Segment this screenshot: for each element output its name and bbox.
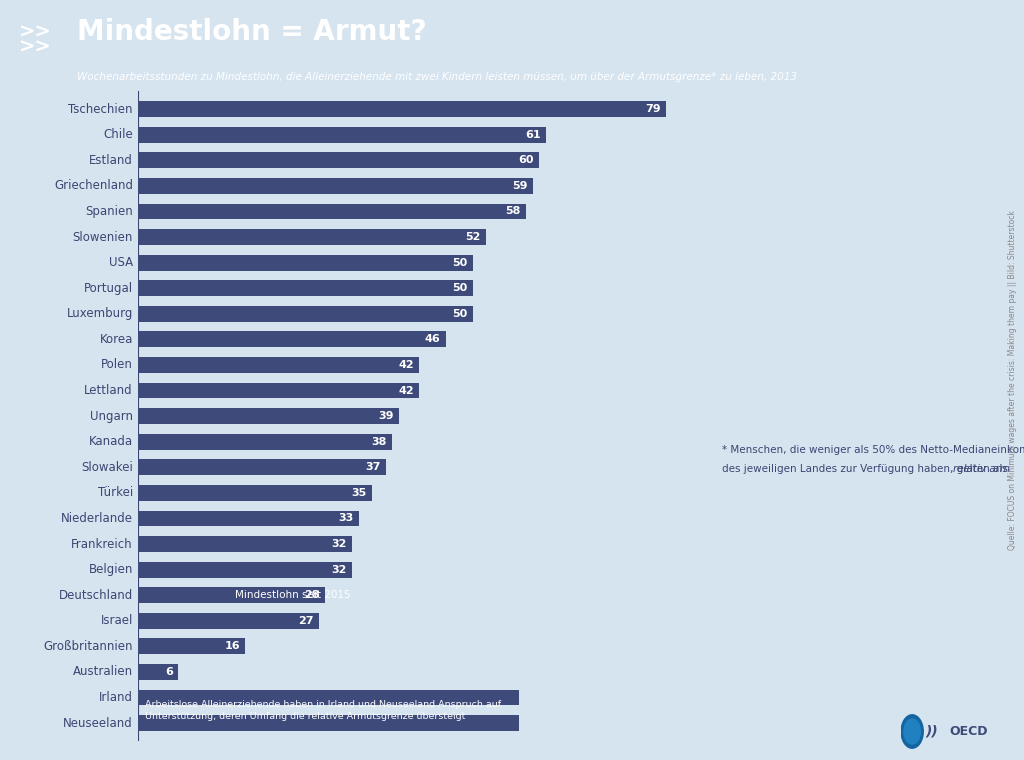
Text: Mindestlohn seit 2015: Mindestlohn seit 2015 [236, 591, 351, 600]
Text: 79: 79 [645, 104, 662, 114]
Text: Arbeitslose Alleinerziehende haben in Irland und Neuseeland Anspruch auf
Unterst: Arbeitslose Alleinerziehende haben in Ir… [145, 699, 501, 721]
Text: * Menschen, die weniger als 50% des Netto-Medianeinkommens: * Menschen, die weniger als 50% des Nett… [722, 445, 1024, 454]
Text: Tschechien: Tschechien [69, 103, 133, 116]
Bar [138, 357, 419, 373]
Bar [138, 536, 352, 552]
Text: Portugal: Portugal [84, 282, 133, 295]
Bar [138, 434, 392, 450]
Text: >>
>>: >> >> [18, 23, 51, 56]
Text: Slowakei: Slowakei [81, 461, 133, 473]
Text: Quelle: FOCUS on Minimum wages after the crisis: Making them pay || Bild: Shutte: Quelle: FOCUS on Minimum wages after the… [1008, 210, 1017, 550]
Text: 46: 46 [425, 334, 440, 344]
Text: 61: 61 [525, 130, 541, 140]
Text: Kanada: Kanada [89, 435, 133, 448]
Text: 32: 32 [332, 539, 347, 549]
Bar [138, 306, 472, 321]
Text: 27: 27 [298, 616, 313, 625]
Bar [138, 152, 540, 168]
Text: 42: 42 [398, 360, 414, 370]
Text: Polen: Polen [101, 359, 133, 372]
Text: Mindestlohn = Armut?: Mindestlohn = Armut? [77, 17, 426, 46]
Text: Türkei: Türkei [97, 486, 133, 499]
Text: des jeweiligen Landes zur Verfügung haben, gelten als: des jeweiligen Landes zur Verfügung habe… [722, 464, 1011, 473]
Text: 50: 50 [452, 309, 467, 318]
Text: Luxemburg: Luxemburg [67, 307, 133, 320]
Text: relativ arm: relativ arm [953, 464, 1011, 473]
Bar [138, 587, 326, 603]
Bar [138, 204, 526, 220]
Circle shape [904, 719, 921, 744]
Bar [138, 178, 532, 194]
Bar [138, 255, 472, 271]
Text: Slowenien: Slowenien [73, 230, 133, 243]
Bar [138, 689, 519, 705]
Text: Niederlande: Niederlande [60, 512, 133, 525]
Text: Neuseeland: Neuseeland [63, 717, 133, 730]
Bar [138, 280, 472, 296]
Text: 39: 39 [378, 411, 393, 421]
Text: Griechenland: Griechenland [54, 179, 133, 192]
Text: 28: 28 [304, 591, 321, 600]
Bar [138, 715, 519, 731]
Text: Korea: Korea [99, 333, 133, 346]
Bar [138, 485, 373, 501]
Text: 52: 52 [465, 232, 480, 242]
Text: 60: 60 [518, 155, 535, 165]
Bar [138, 127, 546, 143]
Text: 32: 32 [332, 565, 347, 575]
Bar [138, 331, 445, 347]
Text: Australien: Australien [73, 666, 133, 679]
Text: 50: 50 [452, 283, 467, 293]
Text: 42: 42 [398, 385, 414, 395]
Text: Chile: Chile [103, 128, 133, 141]
Circle shape [901, 714, 924, 748]
Text: 58: 58 [505, 207, 520, 217]
Text: Irland: Irland [99, 691, 133, 704]
Text: 50: 50 [452, 258, 467, 268]
Text: Deutschland: Deutschland [58, 589, 133, 602]
Bar [138, 459, 386, 475]
Text: 16: 16 [224, 641, 240, 651]
Text: Israel: Israel [100, 614, 133, 627]
Text: Belgien: Belgien [88, 563, 133, 576]
Bar [138, 638, 245, 654]
Text: 35: 35 [351, 488, 367, 498]
Text: 33: 33 [338, 514, 353, 524]
Text: )): )) [925, 724, 938, 739]
Bar [138, 408, 399, 424]
Text: USA: USA [109, 256, 133, 269]
Bar [138, 562, 352, 578]
Bar [138, 382, 419, 398]
Text: Lettland: Lettland [84, 384, 133, 397]
Text: Ungarn: Ungarn [90, 410, 133, 423]
Text: 37: 37 [365, 462, 380, 472]
Text: Frankreich: Frankreich [72, 537, 133, 550]
Text: 59: 59 [512, 181, 527, 191]
Bar [138, 664, 178, 680]
Bar [138, 511, 358, 527]
Text: OECD: OECD [949, 725, 987, 738]
Text: Wochenarbeitsstunden zu Mindestlohn, die Alleinerziehende mit zwei Kindern leist: Wochenarbeitsstunden zu Mindestlohn, die… [77, 72, 797, 82]
Text: Spanien: Spanien [85, 205, 133, 218]
Text: Estland: Estland [89, 154, 133, 166]
Bar [138, 613, 318, 629]
Text: 38: 38 [372, 437, 387, 447]
Text: 6: 6 [165, 667, 173, 677]
Text: Großbritannien: Großbritannien [43, 640, 133, 653]
Bar [138, 229, 486, 245]
Bar [138, 101, 667, 117]
